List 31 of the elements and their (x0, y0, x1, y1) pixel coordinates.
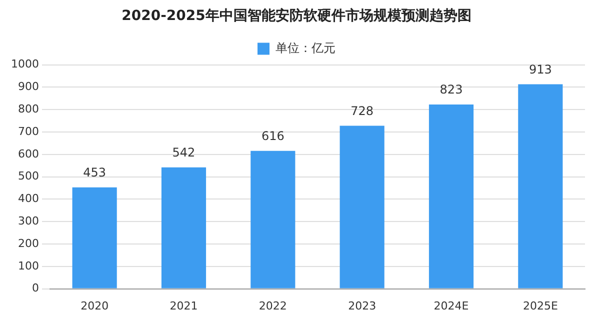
x-tick-label: 2020 (80, 299, 109, 312)
x-tick-label: 2025E (522, 299, 558, 312)
data-label: 823 (440, 82, 463, 97)
bar (428, 104, 474, 288)
y-tick-label: 100 (18, 259, 39, 272)
bar (340, 126, 384, 288)
y-tick-label: 400 (18, 192, 39, 206)
data-label: 913 (528, 62, 552, 76)
y-tick-label: 200 (18, 236, 39, 250)
y-tick-label: 700 (18, 124, 39, 138)
legend-label: 单位：亿元 (276, 40, 336, 55)
bar (518, 84, 563, 288)
y-tick-label: 800 (18, 102, 39, 116)
bar (72, 187, 117, 288)
data-label: 453 (83, 165, 106, 180)
x-tick-label: 2023 (348, 299, 376, 312)
y-tick-label: 900 (18, 80, 39, 94)
bar (250, 150, 296, 288)
y-tick-label: 300 (18, 214, 39, 228)
y-tick-label: 500 (18, 170, 39, 183)
x-tick-label: 2021 (170, 299, 198, 312)
y-tick-label: 1000 (10, 58, 39, 71)
chart-title: 2020-2025年中国智能安防软硬件市场规模预测趋势图 (122, 7, 472, 24)
y-tick-label: 0 (32, 282, 39, 295)
data-label: 728 (350, 104, 374, 118)
y-tick-label: 600 (18, 147, 39, 160)
data-label: 542 (172, 146, 196, 160)
x-tick-label: 2022 (258, 299, 287, 312)
x-tick-label: 2024E (434, 299, 469, 312)
data-label: 616 (261, 128, 284, 143)
bar (161, 167, 206, 288)
